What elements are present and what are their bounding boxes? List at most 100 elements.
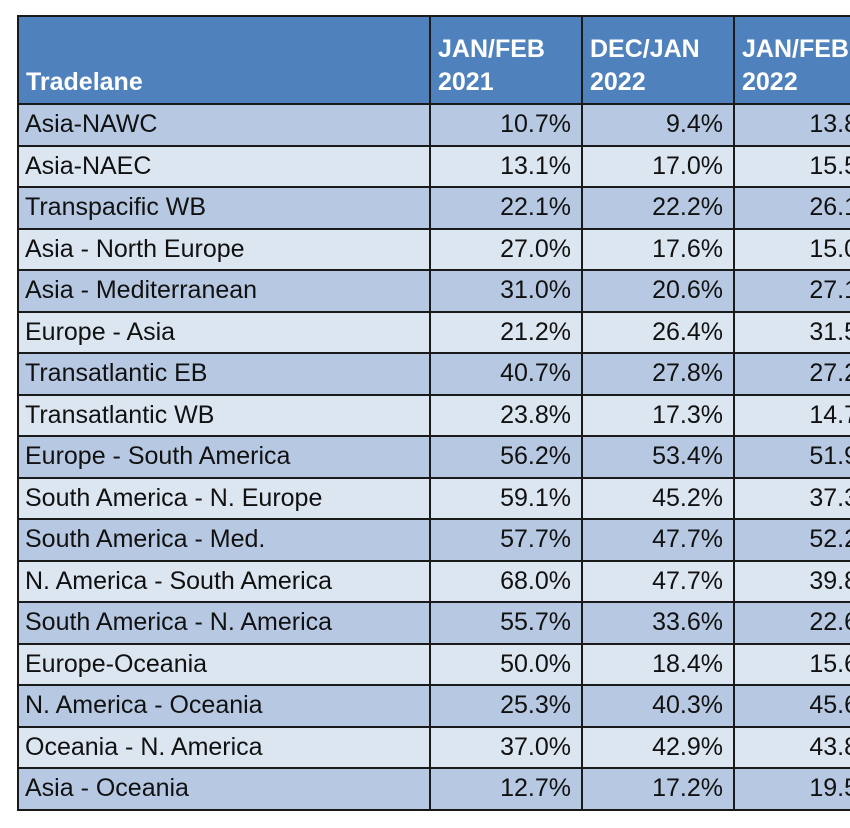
value-cell: 15.6 xyxy=(733,642,850,686)
table-body: Asia-NAWC10.7%9.4%13.8Asia-NAEC13.1%17.0… xyxy=(17,103,850,811)
value-cell: 17.0% xyxy=(581,144,735,188)
value-cell: 22.6 xyxy=(733,601,850,645)
value-cell: 37.0% xyxy=(429,725,583,769)
tradelane-cell: Asia - Mediterranean xyxy=(17,269,431,313)
value-cell: 17.6% xyxy=(581,227,735,271)
header-tradelane: Tradelane xyxy=(17,15,431,105)
header-janfeb-2021: JAN/FEB 2021 xyxy=(429,15,583,105)
tradelane-cell: Europe - Asia xyxy=(17,310,431,354)
value-cell: 68.0% xyxy=(429,559,583,603)
value-cell: 27.2 xyxy=(733,352,850,396)
value-cell: 17.3% xyxy=(581,393,735,437)
value-cell: 15.0 xyxy=(733,227,850,271)
tradelane-cell: Oceania - N. America xyxy=(17,725,431,769)
tradelane-cell: Asia-NAEC xyxy=(17,144,431,188)
value-cell: 55.7% xyxy=(429,601,583,645)
tradelane-table: Tradelane JAN/FEB 2021 DEC/JAN 2022 JAN/… xyxy=(17,15,850,811)
value-cell: 52.2 xyxy=(733,518,850,562)
header-line2: 2022 xyxy=(742,68,798,96)
value-cell: 27.1 xyxy=(733,269,850,313)
tradelane-cell: Europe-Oceania xyxy=(17,642,431,686)
value-cell: 51.9 xyxy=(733,435,850,479)
value-cell: 23.8% xyxy=(429,393,583,437)
value-cell: 37.3 xyxy=(733,476,850,520)
header-line1: JAN/FEB xyxy=(742,35,849,63)
value-cell: 31.5 xyxy=(733,310,850,354)
value-cell: 20.6% xyxy=(581,269,735,313)
value-cell: 22.2% xyxy=(581,186,735,230)
value-cell: 15.5 xyxy=(733,144,850,188)
tradelane-table-container: Tradelane JAN/FEB 2021 DEC/JAN 2022 JAN/… xyxy=(17,15,850,823)
value-cell: 18.4% xyxy=(581,642,735,686)
value-cell: 43.8 xyxy=(733,725,850,769)
value-cell: 10.7% xyxy=(429,103,583,147)
tradelane-cell: Transpacific WB xyxy=(17,186,431,230)
header-line1: DEC/JAN xyxy=(590,35,700,63)
table-header: Tradelane JAN/FEB 2021 DEC/JAN 2022 JAN/… xyxy=(17,15,850,105)
value-cell: 47.7% xyxy=(581,518,735,562)
tradelane-cell: Asia-NAWC xyxy=(17,103,431,147)
value-cell: 40.7% xyxy=(429,352,583,396)
value-cell: 33.6% xyxy=(581,601,735,645)
value-cell: 42.9% xyxy=(581,725,735,769)
tradelane-cell: South America - N. America xyxy=(17,601,431,645)
tradelane-cell: Asia - North Europe xyxy=(17,227,431,271)
value-cell: 17.2% xyxy=(581,767,735,811)
value-cell: 26.1 xyxy=(733,186,850,230)
header-line1: JAN/FEB xyxy=(438,35,545,63)
tradelane-cell: Europe - South America xyxy=(17,435,431,479)
value-cell: 53.4% xyxy=(581,435,735,479)
value-cell: 14.7 xyxy=(733,393,850,437)
tradelane-cell: Asia - Oceania xyxy=(17,767,431,811)
tradelane-cell: Transatlantic EB xyxy=(17,352,431,396)
value-cell: 22.1% xyxy=(429,186,583,230)
value-cell: 27.0% xyxy=(429,227,583,271)
tradelane-cell: N. America - South America xyxy=(17,559,431,603)
value-cell: 47.7% xyxy=(581,559,735,603)
value-cell: 13.8 xyxy=(733,103,850,147)
table-row: South America - Med.57.7%47.7%52.2 xyxy=(17,518,850,562)
value-cell: 45.2% xyxy=(581,476,735,520)
value-cell: 50.0% xyxy=(429,642,583,686)
value-cell: 31.0% xyxy=(429,269,583,313)
value-cell: 26.4% xyxy=(581,310,735,354)
value-cell: 45.6 xyxy=(733,684,850,728)
value-cell: 59.1% xyxy=(429,476,583,520)
tradelane-cell: South America - Med. xyxy=(17,518,431,562)
value-cell: 13.1% xyxy=(429,144,583,188)
value-cell: 12.7% xyxy=(429,767,583,811)
value-cell: 9.4% xyxy=(581,103,735,147)
tradelane-cell: South America - N. Europe xyxy=(17,476,431,520)
value-cell: 25.3% xyxy=(429,684,583,728)
value-cell: 27.8% xyxy=(581,352,735,396)
header-janfeb-2022: JAN/FEB 2022 xyxy=(733,15,850,105)
value-cell: 57.7% xyxy=(429,518,583,562)
value-cell: 19.5 xyxy=(733,767,850,811)
value-cell: 39.8 xyxy=(733,559,850,603)
value-cell: 40.3% xyxy=(581,684,735,728)
header-line2: Tradelane xyxy=(26,68,143,96)
tradelane-cell: Transatlantic WB xyxy=(17,393,431,437)
header-line2: 2021 xyxy=(438,68,494,96)
tradelane-cell: N. America - Oceania xyxy=(17,684,431,728)
header-decjan-2022: DEC/JAN 2022 xyxy=(581,15,735,105)
header-line2: 2022 xyxy=(590,68,646,96)
header-row: Tradelane JAN/FEB 2021 DEC/JAN 2022 JAN/… xyxy=(17,15,850,105)
value-cell: 21.2% xyxy=(429,310,583,354)
